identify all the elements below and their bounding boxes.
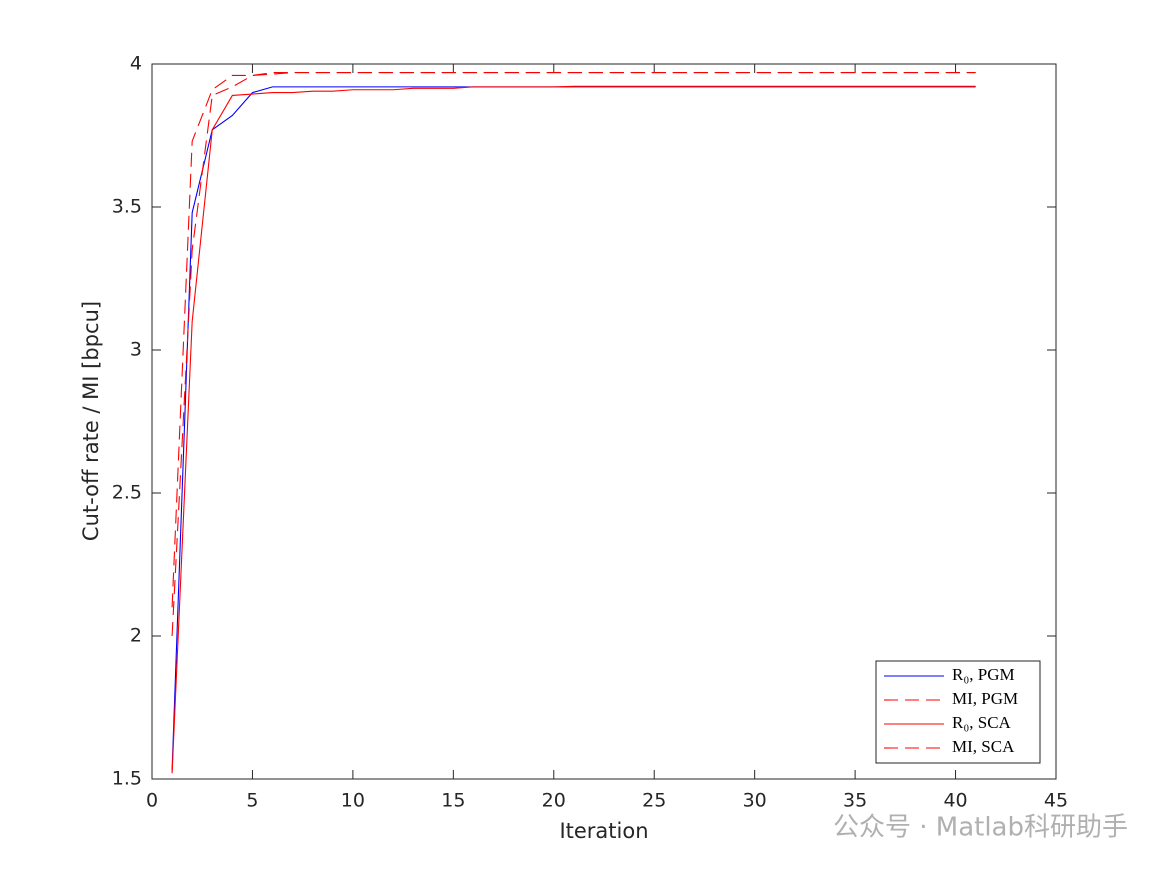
legend-label: R₀, PGM <box>952 665 1015 684</box>
x-tick-label: 30 <box>743 790 767 812</box>
y-tick-label: 3.5 <box>112 196 142 218</box>
x-tick-label: 45 <box>1044 790 1068 812</box>
y-tick-label: 4 <box>130 53 142 75</box>
x-tick-label: 5 <box>246 790 258 812</box>
y-tick-label: 1.5 <box>112 768 142 790</box>
series-line <box>171 72 976 637</box>
x-tick-label: 25 <box>642 790 666 812</box>
x-axis-label: Iteration <box>559 819 648 843</box>
series-line <box>171 85 976 774</box>
x-tick-label: 15 <box>441 790 465 812</box>
y-tick-label: 2.5 <box>112 482 142 504</box>
x-tick-label: 0 <box>146 790 158 812</box>
y-axis-label: Cut-off rate / MI [bpcu] <box>79 301 103 541</box>
legend-label: R₀, SCA <box>952 713 1012 732</box>
series-line <box>171 86 976 771</box>
x-tick-label: 10 <box>341 790 365 812</box>
y-tick-label: 3 <box>130 339 142 361</box>
y-tick-label: 2 <box>130 625 142 647</box>
legend-label: MI, SCA <box>952 737 1015 756</box>
legend-box <box>875 660 1041 764</box>
watermark: 公众号 · Matlab科研助手 <box>833 813 1128 843</box>
x-tick-label: 40 <box>943 790 967 812</box>
x-tick-label: 20 <box>542 790 566 812</box>
x-tick-label: 35 <box>843 790 867 812</box>
legend-label: MI, PGM <box>952 689 1018 708</box>
plot-frame <box>151 63 1057 780</box>
